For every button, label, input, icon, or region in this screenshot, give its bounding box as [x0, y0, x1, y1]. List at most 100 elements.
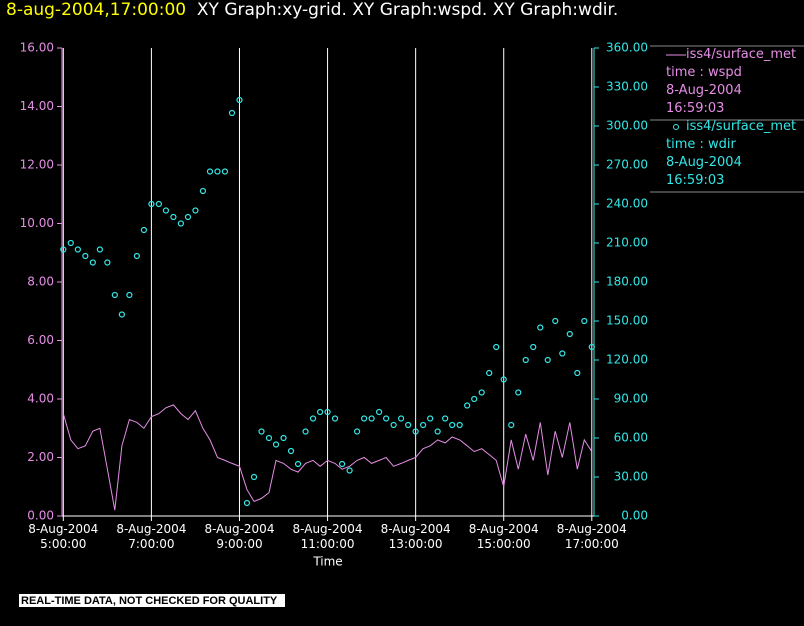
x-tick-label: 8-Aug-2004 9:00:00: [204, 522, 275, 551]
wdir-point: [170, 213, 177, 221]
wdir-point: [221, 168, 229, 175]
wdir-point: [368, 415, 375, 422]
wdir-point: [148, 200, 155, 208]
legend-detail: 16:59:03: [666, 101, 725, 116]
legend-detail: 8-Aug-2004: [666, 83, 742, 98]
wdir-point: [287, 447, 295, 455]
wspd-line: [62, 404, 593, 511]
wdir-point: [331, 415, 339, 422]
wdir-point: [236, 96, 243, 104]
wdir-point: [544, 356, 551, 364]
wdir-point: [500, 376, 507, 383]
y2-tick-label: 210.00: [606, 236, 648, 250]
y2-tick-label: 150.00: [606, 314, 648, 328]
wdir-point: [552, 317, 559, 325]
legend-detail: time : wdir: [666, 137, 736, 152]
wdir-point: [412, 428, 419, 435]
y-tick-label: 2.00: [27, 450, 54, 464]
y2-tick-label: 30.00: [614, 470, 648, 484]
legend-detail: 16:59:03: [666, 173, 725, 188]
quality-note: REAL-TIME DATA, NOT CHECKED FOR QUALITY: [19, 594, 286, 607]
wdir-point: [243, 499, 251, 507]
wdir-point: [309, 415, 317, 422]
wdir-point: [214, 168, 221, 175]
wdir-point: [478, 389, 485, 396]
wdir-point: [390, 421, 397, 429]
wdir-point: [566, 330, 573, 338]
wdir-point: [280, 434, 287, 442]
wdir-point: [346, 467, 353, 474]
wdir-point: [192, 207, 199, 214]
wdir-point: [60, 246, 67, 253]
x-tick-label: 8-Aug-2004 5:00:00: [28, 522, 99, 551]
y-tick-label: 12.00: [20, 158, 54, 172]
y2-tick-label: 270.00: [606, 158, 648, 172]
legend-name: iss4/surface_met: [686, 47, 797, 62]
wdir-point: [427, 415, 434, 422]
wdir-point: [581, 317, 588, 325]
y2-tick-label: 360.00: [606, 41, 648, 55]
wdir-point: [228, 109, 236, 117]
title-time: 8-aug-2004,17:00:00: [6, 0, 187, 20]
y-tick-label: 16.00: [20, 41, 54, 55]
wdir-point: [375, 408, 383, 416]
y-tick-label: 10.00: [20, 216, 54, 230]
wdir-point: [324, 408, 331, 416]
wdir-point: [206, 168, 214, 175]
x-tick-label: 8-Aug-2004 11:00:00: [292, 522, 363, 551]
wdir-point: [434, 428, 441, 435]
wdir-point: [74, 246, 81, 253]
wdir-point: [272, 441, 280, 448]
wdir-point: [353, 428, 361, 435]
wdir-point: [405, 421, 412, 429]
y2-tick-label: 90.00: [614, 392, 648, 406]
wdir-point: [383, 415, 390, 422]
wdir-point: [258, 428, 265, 435]
wdir-point: [493, 343, 500, 351]
wdir-point: [140, 226, 148, 234]
wdir-point: [302, 428, 309, 435]
legend-detail: time : wspd: [666, 65, 742, 80]
x-axis-label: Time: [312, 555, 342, 569]
y-tick-label: 6.00: [27, 333, 54, 347]
wdir-point: [449, 421, 456, 429]
y-tick-label: 8.00: [27, 275, 54, 289]
wdir-point: [82, 252, 89, 260]
x-tick-label: 8-Aug-2004 13:00:00: [380, 522, 451, 551]
wdir-point: [67, 239, 74, 247]
wdir-point: [316, 408, 324, 416]
legend-marker: [673, 124, 679, 130]
wdir-point: [177, 220, 185, 227]
wdir-point: [184, 213, 192, 221]
wdir-point: [464, 402, 471, 409]
wdir-point: [522, 356, 529, 364]
y2-tick-label: 240.00: [606, 197, 648, 211]
wdir-point: [420, 421, 427, 429]
wdir-point: [486, 369, 493, 377]
y2-tick-label: 180.00: [606, 275, 648, 289]
wdir-point: [442, 415, 449, 422]
wdir-point: [559, 350, 566, 357]
y-tick-label: 0.00: [27, 509, 54, 523]
chart-title: XY Graph:xy-grid. XY Graph:wspd. XY Grap…: [196, 0, 619, 20]
legend-detail: 8-Aug-2004: [666, 155, 742, 170]
wdir-point: [515, 389, 522, 396]
wdir-point: [361, 415, 368, 422]
y2-tick-label: 60.00: [614, 431, 648, 445]
wdir-point: [162, 207, 170, 214]
wdir-point: [118, 311, 125, 318]
x-tick-label: 8-Aug-2004 15:00:00: [468, 522, 539, 551]
wdir-point: [508, 421, 515, 429]
wdir-point: [199, 187, 207, 195]
y2-tick-label: 120.00: [606, 353, 648, 367]
wdir-point: [89, 259, 96, 266]
wdir-point: [250, 473, 258, 481]
y2-tick-label: 330.00: [606, 80, 648, 94]
wdir-point: [530, 343, 537, 351]
x-tick-label: 8-Aug-2004 7:00:00: [116, 522, 187, 551]
x-tick-label: 8-Aug-2004 17:00:00: [556, 522, 627, 551]
wdir-point: [294, 460, 302, 468]
title-bar: 8-aug-2004,17:00:00 XY Graph:xy-grid. XY…: [6, 0, 618, 20]
